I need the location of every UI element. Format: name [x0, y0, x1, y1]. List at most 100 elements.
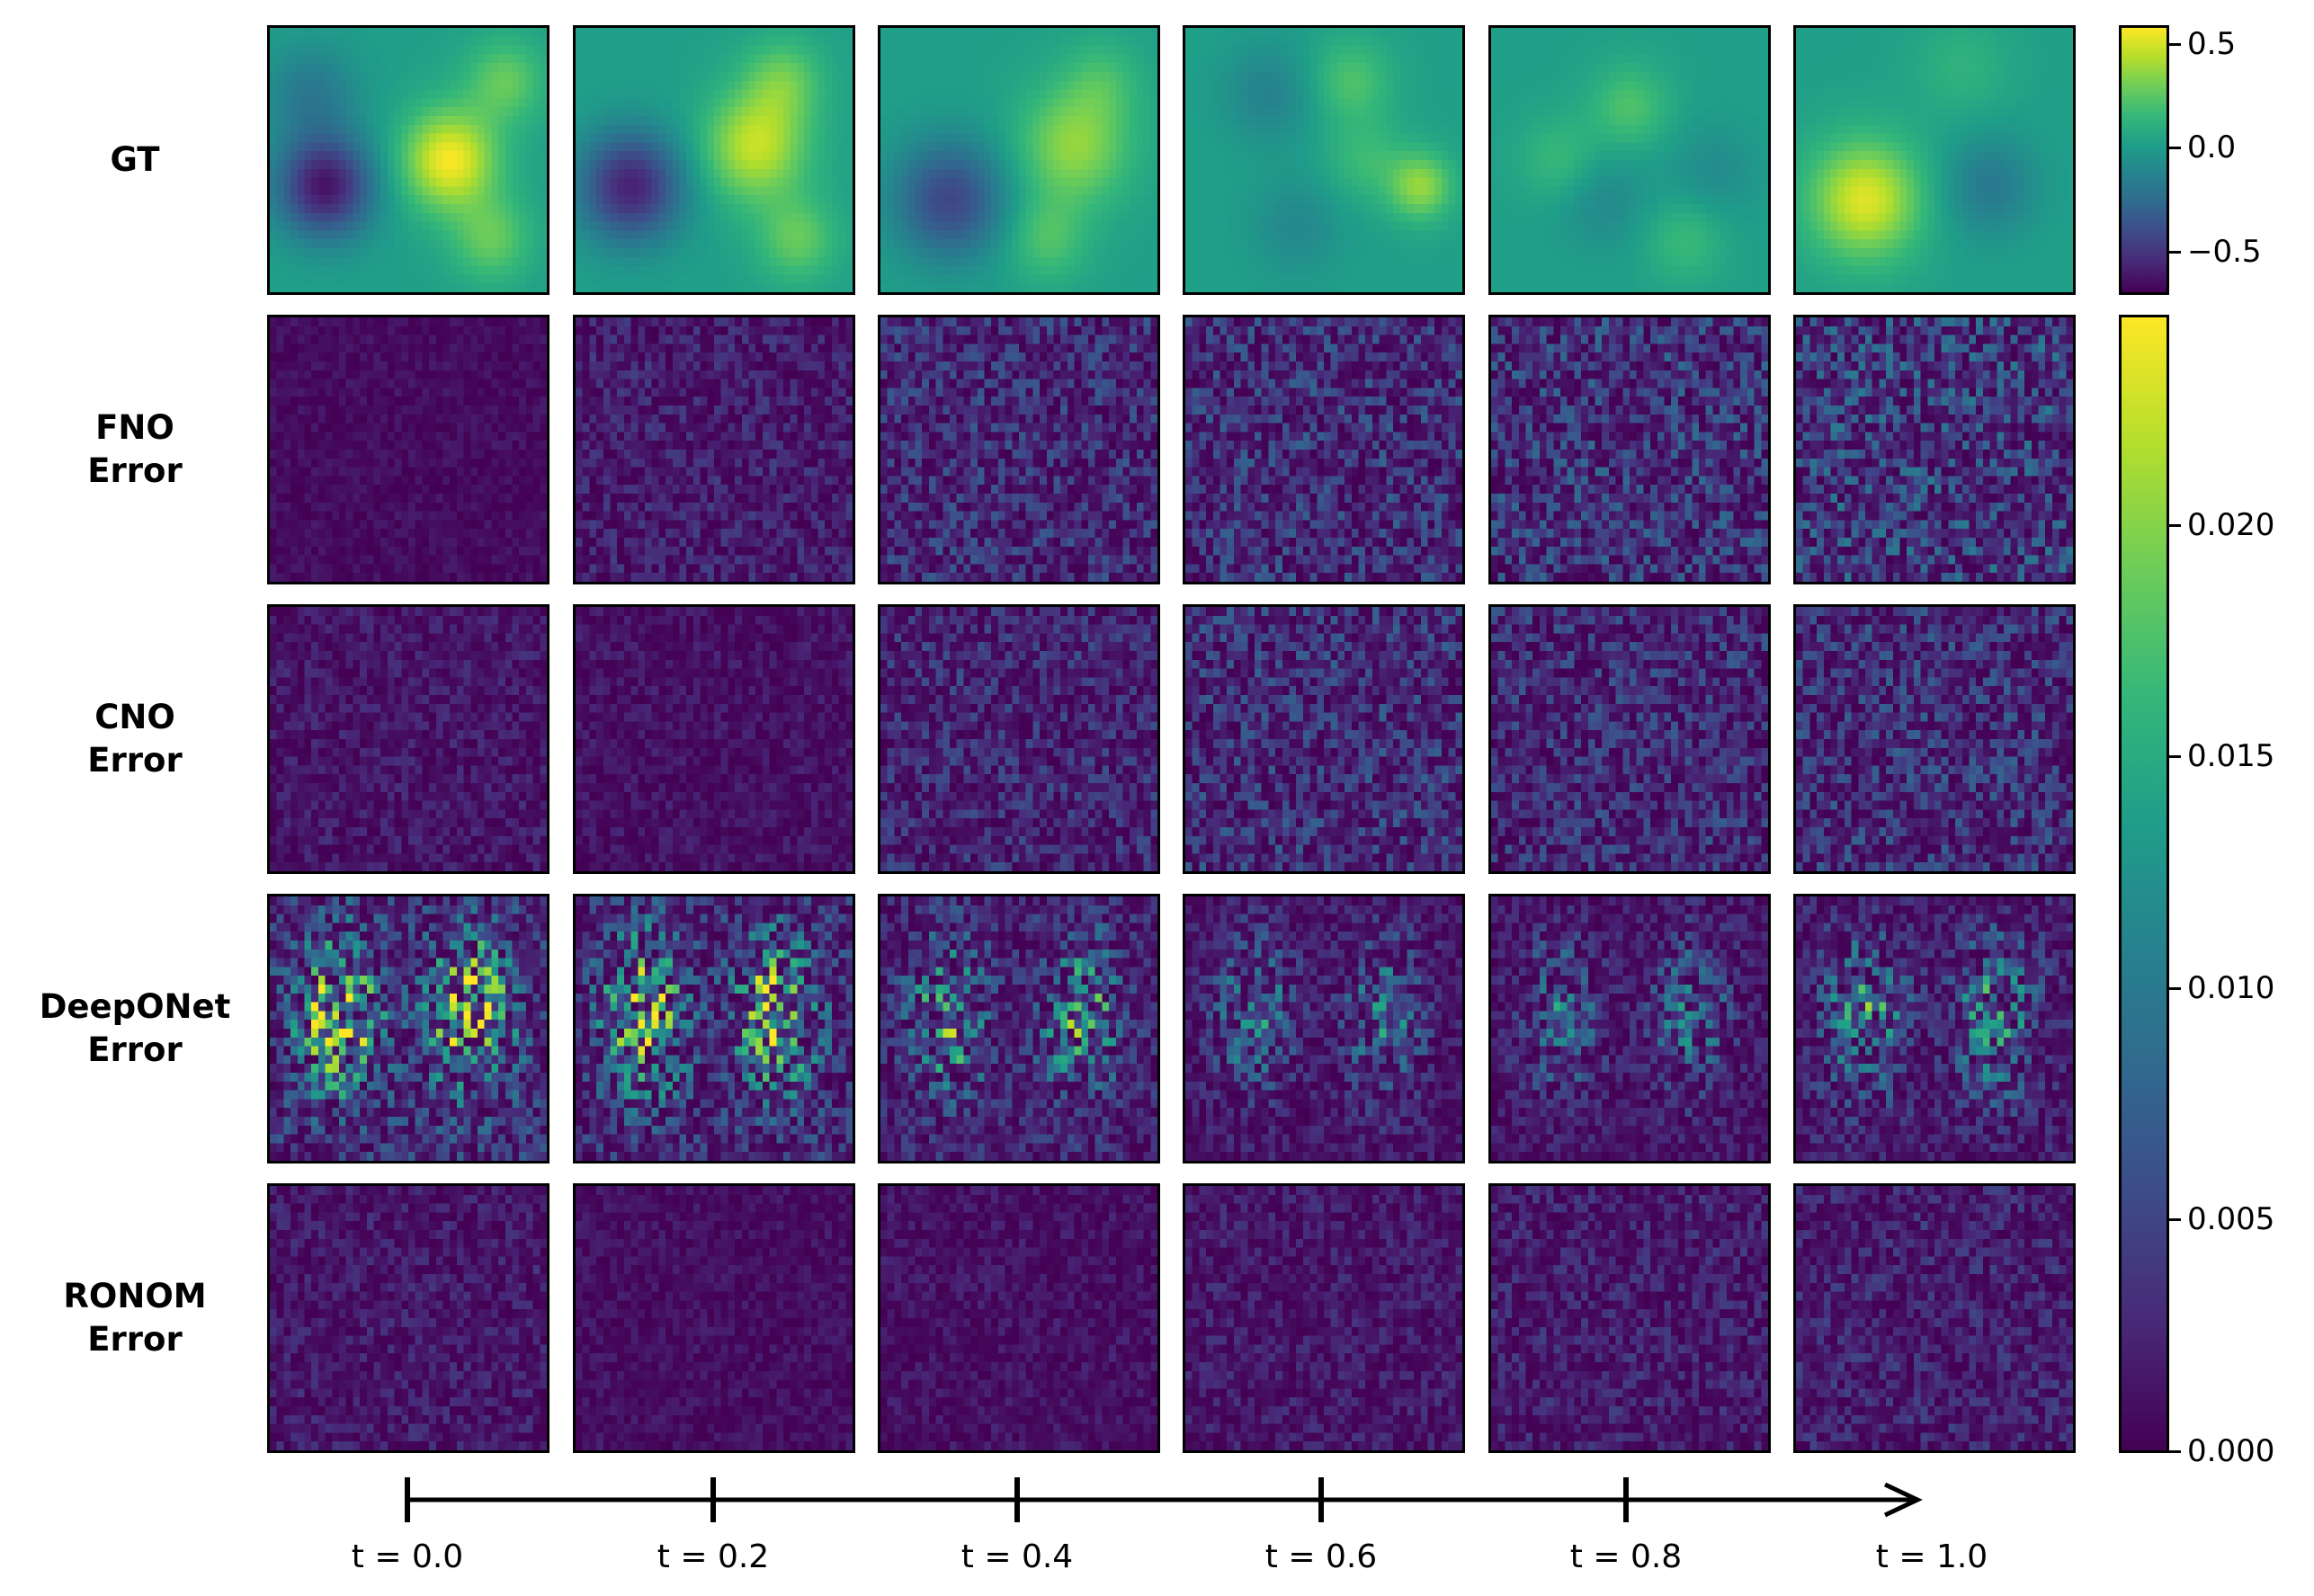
heatmap-canvas: [1796, 896, 2073, 1161]
gt-field-panel: [267, 25, 549, 295]
error-panel: [573, 604, 855, 874]
row-label-line: RONOM: [63, 1277, 207, 1315]
heatmap-canvas: [1491, 317, 1768, 582]
row-label-line: Error: [87, 1320, 183, 1359]
row-label: FNO Error: [0, 406, 270, 493]
heatmap-canvas: [1796, 28, 2073, 292]
heatmap-canvas: [1185, 28, 1462, 292]
colorbar-tick: [2168, 986, 2181, 990]
colorbar-tick: [2168, 42, 2181, 46]
colorbar-gradient: [2122, 28, 2167, 292]
row-label-line: Error: [87, 1030, 183, 1069]
error-panel: [267, 315, 549, 584]
colorbar-gradient: [2122, 317, 2167, 1450]
error-panel: [878, 315, 1160, 584]
colorbar-tick-label: 0.0: [2187, 129, 2237, 166]
error-panel: [267, 1183, 549, 1453]
heatmap-canvas: [880, 28, 1157, 292]
error-panel: [267, 894, 549, 1164]
row-label-line: Error: [87, 741, 183, 780]
gt-field-panel: [573, 25, 855, 295]
colorbar-tick: [2168, 1450, 2181, 1453]
colorbar-tick: [2168, 1218, 2181, 1222]
error-panel: [1793, 1183, 2076, 1453]
heatmap-canvas: [1491, 896, 1768, 1161]
error-panel: [1793, 315, 2076, 584]
gt-field-panel: [1183, 25, 1465, 295]
colorbar-tick-label: 0.005: [2187, 1201, 2275, 1238]
time-label: t = 1.0: [1875, 1538, 1988, 1575]
error-panel: [878, 894, 1160, 1164]
heatmap-canvas: [1185, 607, 1462, 871]
error-panel: [573, 894, 855, 1164]
heatmap-canvas: [576, 607, 853, 871]
colorbar-tick-label: 0.000: [2187, 1433, 2275, 1469]
heatmap-canvas: [576, 1186, 853, 1450]
heatmap-canvas: [880, 1186, 1157, 1450]
row-label: RONOM Error: [0, 1275, 270, 1361]
row-label: CNO Error: [0, 696, 270, 782]
error-panel: [1793, 604, 2076, 874]
colorbar-tick: [2168, 147, 2181, 150]
colorbar-tick-label: 0.020: [2187, 506, 2275, 543]
gt-colorbar: [2119, 25, 2169, 295]
row-label-line: Error: [87, 451, 183, 490]
time-label: t = 0.0: [351, 1538, 464, 1575]
heatmap-canvas: [1796, 317, 2073, 582]
time-label: t = 0.2: [657, 1538, 770, 1575]
heatmap-canvas: [1491, 28, 1768, 292]
heatmap-canvas: [1185, 896, 1462, 1161]
error-panel: [878, 604, 1160, 874]
heatmap-canvas: [880, 896, 1157, 1161]
time-label: t = 0.8: [1569, 1538, 1683, 1575]
colorbar-tick-label: 0.5: [2187, 25, 2237, 62]
row-label-line: FNO: [95, 408, 174, 447]
heatmap-canvas: [270, 1186, 547, 1450]
error-panel: [1488, 315, 1771, 584]
gt-field-panel: [1793, 25, 2076, 295]
heatmap-canvas: [576, 317, 853, 582]
heatmap-canvas: [1185, 317, 1462, 582]
error-panel: [1488, 604, 1771, 874]
row-label-line: CNO: [94, 698, 175, 736]
error-panel: [1183, 1183, 1465, 1453]
heatmap-canvas: [1491, 607, 1768, 871]
error-panel: [1183, 315, 1465, 584]
row-label: DeepONet Error: [0, 985, 270, 1072]
error-panel: [1793, 894, 2076, 1164]
colorbar-tick: [2168, 250, 2181, 254]
heatmap-canvas: [1185, 1186, 1462, 1450]
heatmap-canvas: [1491, 1186, 1768, 1450]
row-label-line: DeepONet: [39, 987, 231, 1026]
colorbar-tick: [2168, 755, 2181, 759]
colorbar-tick-label: 0.010: [2187, 969, 2275, 1006]
row-label: GT: [0, 138, 270, 182]
time-label: t = 0.4: [960, 1538, 1074, 1575]
row-label-line: GT: [110, 140, 160, 179]
error-panel: [1183, 604, 1465, 874]
error-panel: [573, 1183, 855, 1453]
colorbar-tick-label: −0.5: [2187, 233, 2262, 270]
heatmap-canvas: [270, 28, 547, 292]
heatmap-canvas: [270, 317, 547, 582]
error-panel: [1488, 894, 1771, 1164]
colorbar-tick-label: 0.015: [2187, 738, 2275, 775]
heatmap-canvas: [880, 317, 1157, 582]
time-label: t = 0.6: [1264, 1538, 1378, 1575]
heatmap-canvas: [880, 607, 1157, 871]
heatmap-canvas: [1796, 607, 2073, 871]
error-panel: [878, 1183, 1160, 1453]
heatmap-canvas: [576, 896, 853, 1161]
error-panel: [1183, 894, 1465, 1164]
colorbar-tick: [2168, 523, 2181, 527]
error-panel: [267, 604, 549, 874]
time-axis-arrowhead: [1883, 1482, 1923, 1518]
error-panel: [573, 315, 855, 584]
error-panel: [1488, 1183, 1771, 1453]
gt-field-panel: [878, 25, 1160, 295]
gt-field-panel: [1488, 25, 1771, 295]
error-colorbar: [2119, 315, 2169, 1453]
heatmap-canvas: [576, 28, 853, 292]
heatmap-canvas: [1796, 1186, 2073, 1450]
